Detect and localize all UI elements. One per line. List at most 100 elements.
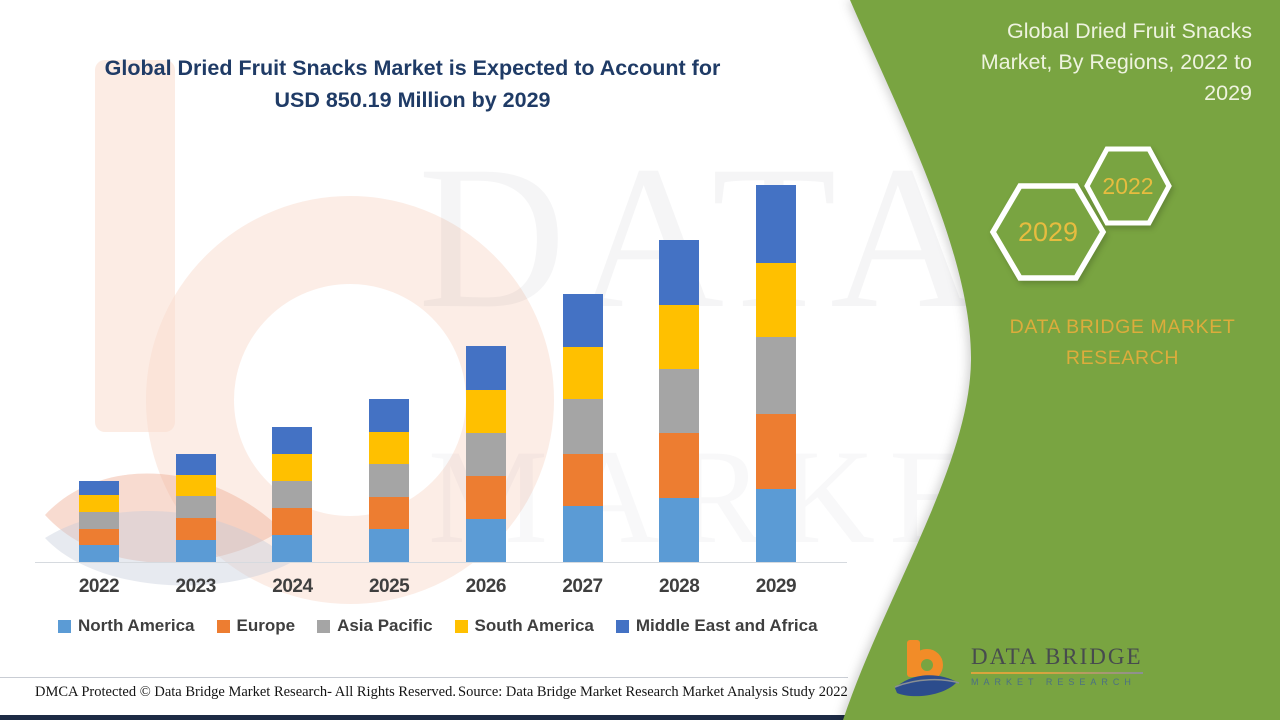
legend-item-europe: Europe <box>216 616 296 636</box>
legend-label: Europe <box>236 616 296 635</box>
legend-label: South America <box>474 616 594 635</box>
bar-segment-2023-north-america <box>175 539 216 562</box>
bar-segment-2028-europe <box>659 433 700 498</box>
x-axis-label-2029: 2029 <box>755 576 797 597</box>
brand-text-line2: RESEARCH <box>1065 347 1180 369</box>
bar-segment-2023-middle-east-and-africa <box>175 453 216 475</box>
bottom-accent-bar <box>0 715 1280 720</box>
logo-name: DATA BRIDGE <box>971 644 1143 669</box>
bar-segment-2026-south-america <box>465 390 506 434</box>
bar-2025 <box>369 398 410 562</box>
brand-text-line1: DATA BRIDGE MARKET <box>1009 316 1236 338</box>
logo-underline <box>971 672 1143 674</box>
legend-item-south-america: South America <box>454 616 594 636</box>
chart-title: Global Dried Fruit Snacks Market is Expe… <box>40 52 785 116</box>
side-panel-title-line2: Market, By Regions, 2022 to <box>980 50 1252 74</box>
logo-b-mark <box>894 640 960 697</box>
source-note: Source: Data Bridge Market Research Mark… <box>458 684 848 700</box>
legend-swatch <box>454 619 468 633</box>
legend-label: North America <box>78 616 195 635</box>
x-axis-label-2026: 2026 <box>465 576 507 597</box>
bar-segment-2025-asia-pacific <box>369 464 410 497</box>
bar-segment-2024-north-america <box>272 535 313 562</box>
hexagon-2022-label: 2022 <box>1102 173 1153 199</box>
bar-segment-2028-south-america <box>659 304 700 370</box>
bar-segment-2022-north-america <box>79 545 119 562</box>
bar-segment-2029-asia-pacific <box>755 337 796 414</box>
bar-segment-2024-middle-east-and-africa <box>272 426 313 454</box>
data-bridge-logo: DATA BRIDGE MARKET RESEARCH <box>893 638 1143 700</box>
bar-segment-2029-middle-east-and-africa <box>755 185 796 264</box>
logo-subtitle: MARKET RESEARCH <box>971 677 1136 687</box>
hexagon-2029-label: 2029 <box>1018 217 1078 247</box>
bar-segment-2029-north-america <box>755 488 796 562</box>
legend-swatch <box>216 619 230 633</box>
x-axis-label-2023: 2023 <box>175 576 217 597</box>
bar-segment-2024-europe <box>272 508 313 535</box>
bar-segment-2027-asia-pacific <box>562 399 603 455</box>
bar-segment-2028-middle-east-and-africa <box>659 240 700 305</box>
side-panel-title: Global Dried Fruit Snacks Market, By Reg… <box>930 16 1252 109</box>
bar-segment-2027-north-america <box>562 506 603 562</box>
bar-segment-2023-south-america <box>175 474 216 496</box>
chart-title-line2: USD 850.19 Million by 2029 <box>274 88 551 112</box>
bar-segment-2022-middle-east-and-africa <box>79 481 119 496</box>
chart-title-line1: Global Dried Fruit Snacks Market is Expe… <box>104 56 721 80</box>
x-axis-label-2024: 2024 <box>272 576 313 597</box>
legend-item-middle-east-and-africa: Middle East and Africa <box>615 616 818 636</box>
bar-segment-2022-asia-pacific <box>79 512 119 530</box>
bar-segment-2028-asia-pacific <box>659 369 700 434</box>
bar-2026 <box>465 346 506 562</box>
bar-segment-2027-middle-east-and-africa <box>562 294 603 348</box>
bar-segment-2026-europe <box>465 476 506 519</box>
bar-segment-2022-europe <box>79 529 119 546</box>
bar-segment-2024-asia-pacific <box>272 481 313 508</box>
legend-swatch <box>317 619 331 633</box>
bar-segment-2025-europe <box>369 496 410 530</box>
hexagon-2022 <box>1084 146 1172 226</box>
x-axis-label-2027: 2027 <box>562 576 603 597</box>
bar-segment-2026-asia-pacific <box>465 433 506 477</box>
bar-2029 <box>755 185 796 562</box>
bar-segment-2026-north-america <box>465 519 506 562</box>
brand-text: DATA BRIDGE MARKET RESEARCH <box>975 312 1270 374</box>
bar-segment-2022-south-america <box>79 495 119 513</box>
bar-segment-2027-south-america <box>562 347 603 400</box>
bar-segment-2024-south-america <box>272 454 313 481</box>
bar-2028 <box>659 240 700 562</box>
legend-swatch <box>58 619 71 633</box>
bar-segment-2029-europe <box>755 413 796 489</box>
bar-2022 <box>79 481 119 562</box>
bar-segment-2023-asia-pacific <box>175 495 216 518</box>
hexagon-badges: 2029 2022 <box>989 146 1172 281</box>
bar-segment-2025-middle-east-and-africa <box>369 398 410 432</box>
footer-divider <box>0 677 848 678</box>
side-panel-title-line3: 2029 <box>1204 81 1252 105</box>
legend-label: Asia Pacific <box>337 616 433 635</box>
bar-segment-2027-europe <box>562 454 603 507</box>
bar-2024 <box>272 426 313 562</box>
x-axis-label-2028: 2028 <box>659 576 700 597</box>
stacked-bar-chart: 2022 2023 2024 2025 2026 2027 2028 2029 <box>35 175 847 597</box>
legend-swatch <box>615 619 629 633</box>
side-panel-title-line1: Global Dried Fruit Snacks <box>1007 19 1252 43</box>
bar-segment-2028-north-america <box>659 497 700 562</box>
bar-segment-2025-south-america <box>369 431 410 465</box>
chart-legend: North America Europe Asia Pacific South Ame… <box>58 616 818 636</box>
bar-segment-2023-europe <box>175 517 216 540</box>
legend-item-north-america: North America <box>58 616 195 636</box>
bar-segment-2025-north-america <box>369 529 410 562</box>
side-panel-shape <box>843 0 1280 720</box>
bar-2023 <box>175 453 216 562</box>
bar-segment-2026-middle-east-and-africa <box>465 346 506 391</box>
bar-segment-2029-south-america <box>755 263 796 338</box>
dmca-notice: DMCA Protected © Data Bridge Market Rese… <box>35 684 456 700</box>
x-axis-label-2025: 2025 <box>368 576 410 597</box>
legend-item-asia-pacific: Asia Pacific <box>317 616 433 636</box>
x-axis-label-2022: 2022 <box>78 576 120 597</box>
legend-label: Middle East and Africa <box>635 616 818 635</box>
bar-2027 <box>562 294 603 562</box>
hexagon-2029 <box>989 183 1107 281</box>
